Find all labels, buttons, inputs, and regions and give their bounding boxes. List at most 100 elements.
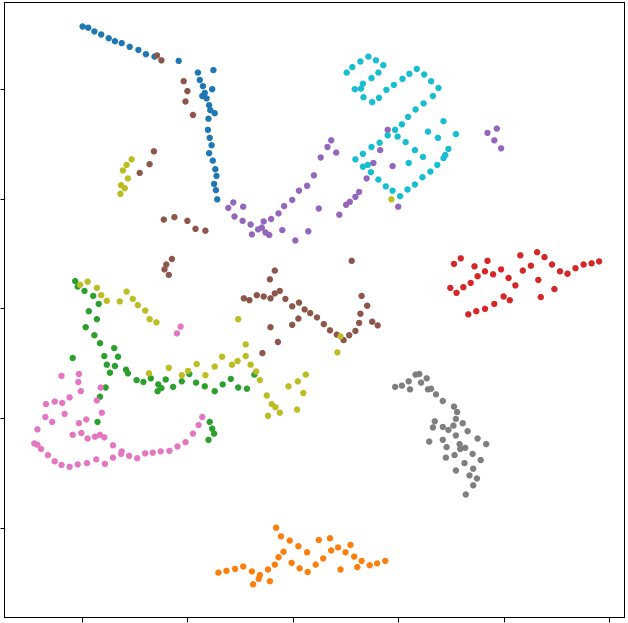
data-point (434, 134, 442, 141)
data-point (282, 295, 289, 303)
data-point (274, 338, 282, 346)
data-point (431, 418, 438, 425)
data-point (375, 94, 383, 102)
data-point (373, 560, 381, 567)
data-point (225, 204, 232, 212)
data-point (357, 58, 364, 65)
data-point (320, 320, 327, 328)
data-point (360, 94, 367, 101)
data-point (42, 400, 50, 408)
data-point (134, 301, 141, 309)
data-point (326, 535, 334, 542)
data-point (447, 284, 454, 292)
data-point (359, 163, 367, 170)
data-point (374, 322, 381, 329)
data-point (96, 431, 104, 438)
data-point (275, 554, 282, 561)
data-point (312, 561, 319, 568)
series-2 (69, 277, 258, 443)
data-point (406, 386, 414, 393)
data-point (240, 563, 247, 570)
data-point (248, 231, 256, 238)
data-point (366, 562, 373, 569)
data-point (182, 439, 189, 446)
data-point (364, 161, 371, 169)
data-point (142, 450, 149, 457)
data-point (77, 388, 85, 395)
data-point (125, 452, 133, 459)
data-point (44, 451, 52, 459)
data-point (389, 162, 396, 170)
data-point (119, 167, 127, 174)
data-point (177, 323, 184, 330)
data-point (370, 159, 377, 167)
data-point (459, 420, 466, 427)
data-point (253, 368, 260, 375)
data-point (493, 125, 500, 132)
data-point (384, 132, 391, 139)
data-point (249, 581, 257, 588)
data-point (128, 156, 135, 163)
data-point (354, 563, 361, 571)
data-point (355, 319, 363, 327)
data-point (357, 85, 365, 92)
data-point (93, 284, 101, 292)
data-point (470, 465, 477, 472)
data-point (118, 448, 125, 455)
data-point (199, 413, 206, 421)
data-point (228, 361, 236, 368)
data-point (376, 139, 383, 146)
data-point (178, 378, 185, 385)
data-point (342, 201, 350, 208)
data-point (133, 376, 140, 384)
data-point (423, 375, 430, 382)
data-point (160, 216, 167, 223)
data-point (293, 406, 301, 413)
data-point (537, 293, 544, 301)
data-point (180, 78, 187, 85)
data-point (212, 186, 220, 194)
data-point (123, 161, 130, 169)
data-point (295, 315, 302, 322)
data-point (214, 196, 221, 203)
data-point (337, 333, 344, 340)
data-point (126, 43, 133, 50)
data-point (205, 102, 213, 109)
data-point (388, 196, 395, 203)
data-point (351, 86, 358, 93)
data-point (85, 308, 93, 315)
series-6 (31, 323, 206, 470)
data-point (320, 555, 327, 562)
data-point (470, 482, 477, 489)
data-point (342, 549, 349, 556)
data-point (201, 383, 208, 390)
data-point (551, 285, 558, 293)
data-point (79, 23, 86, 30)
series-1 (215, 524, 389, 588)
data-point (380, 61, 387, 69)
data-point (469, 450, 476, 458)
data-point (315, 536, 322, 544)
data-point (324, 143, 331, 151)
data-point (260, 218, 267, 225)
data-point (96, 340, 104, 347)
data-point (98, 409, 106, 416)
data-point (76, 281, 84, 288)
data-point (184, 87, 191, 95)
data-point (302, 371, 309, 378)
data-point (49, 418, 56, 426)
data-point (317, 154, 324, 161)
data-point (192, 379, 200, 386)
data-point (286, 537, 293, 544)
data-point (421, 71, 428, 78)
data-point (271, 290, 278, 297)
data-point (264, 412, 272, 419)
data-point (189, 430, 197, 437)
data-point (364, 302, 371, 309)
data-point (473, 475, 481, 482)
data-point (512, 282, 519, 289)
data-point (289, 303, 296, 310)
series-7 (391, 370, 490, 498)
data-point (204, 126, 212, 133)
